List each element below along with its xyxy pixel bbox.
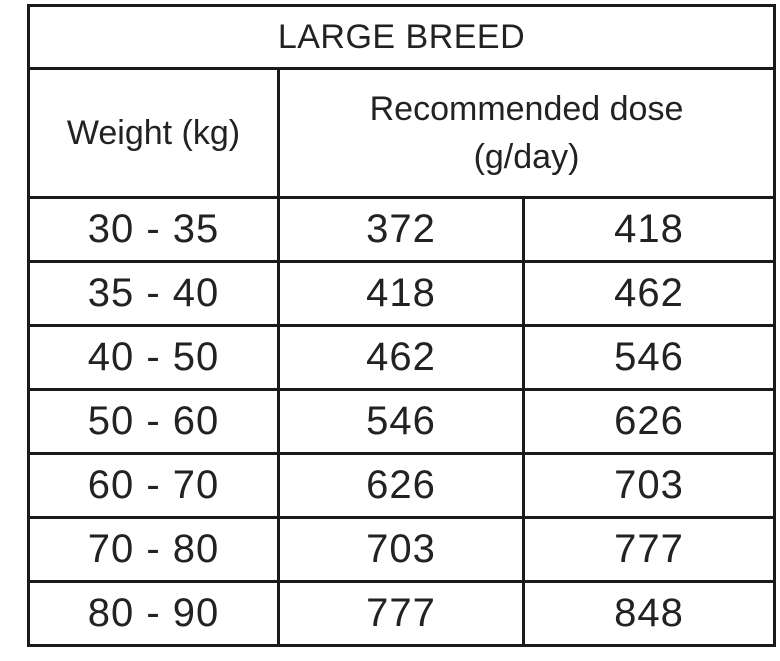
dose-table: LARGE BREED Weight (kg) Recommended dose… [27, 4, 776, 647]
weight-header: Weight (kg) [27, 67, 280, 199]
dose-header-line2: (g/day) [473, 138, 580, 176]
cell-weight: 80 - 90 [27, 580, 280, 647]
cell-min: 626 [277, 452, 525, 519]
table-row: 30 - 35 372 418 [27, 196, 776, 263]
table-row: 70 - 80 703 777 [27, 516, 776, 583]
cell-max: 626 [522, 388, 776, 455]
cell-min: 703 [277, 516, 525, 583]
table-row: 80 - 90 777 848 [27, 580, 776, 647]
cell-max: 703 [522, 452, 776, 519]
dose-header: Recommended dose (g/day) [277, 67, 776, 199]
cell-max: 462 [522, 260, 776, 327]
cell-max: 848 [522, 580, 776, 647]
cell-weight: 60 - 70 [27, 452, 280, 519]
table-row: 35 - 40 418 462 [27, 260, 776, 327]
cell-min: 418 [277, 260, 525, 327]
cell-min: 462 [277, 324, 525, 391]
table-title: LARGE BREED [27, 4, 776, 70]
cell-max: 418 [522, 196, 776, 263]
table-row: 50 - 60 546 626 [27, 388, 776, 455]
cell-min: 372 [277, 196, 525, 263]
cell-min: 777 [277, 580, 525, 647]
cell-weight: 50 - 60 [27, 388, 280, 455]
dose-header-line1: Recommended dose [369, 90, 684, 128]
cell-weight: 40 - 50 [27, 324, 280, 391]
table-row: 40 - 50 462 546 [27, 324, 776, 391]
cell-max: 777 [522, 516, 776, 583]
cell-max: 546 [522, 324, 776, 391]
cell-weight: 35 - 40 [27, 260, 280, 327]
cell-weight: 30 - 35 [27, 196, 280, 263]
cell-weight: 70 - 80 [27, 516, 280, 583]
table-row: 60 - 70 626 703 [27, 452, 776, 519]
cell-min: 546 [277, 388, 525, 455]
